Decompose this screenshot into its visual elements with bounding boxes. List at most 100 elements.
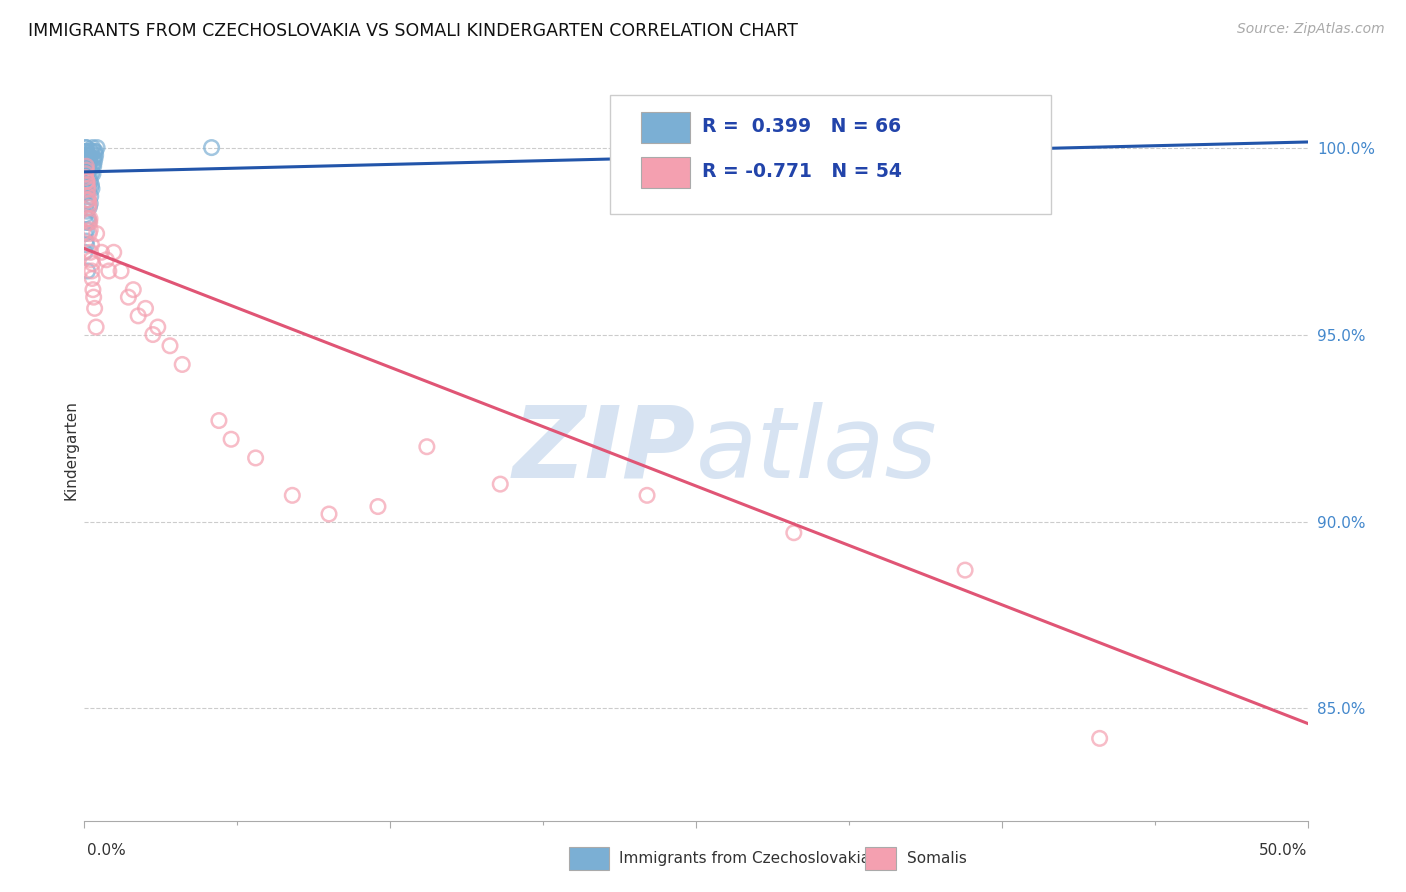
Point xyxy=(135,301,157,316)
Text: ZIP: ZIP xyxy=(513,402,696,499)
Point xyxy=(82,271,104,285)
Point xyxy=(83,159,105,173)
Point xyxy=(75,227,97,241)
Point xyxy=(77,152,100,166)
Point xyxy=(77,182,100,196)
Point xyxy=(76,152,98,166)
Point xyxy=(75,145,97,159)
Point xyxy=(489,477,512,491)
Point xyxy=(76,193,98,207)
Point xyxy=(77,211,100,226)
Point xyxy=(783,525,806,540)
Text: IMMIGRANTS FROM CZECHOSLOVAKIA VS SOMALI KINDERGARTEN CORRELATION CHART: IMMIGRANTS FROM CZECHOSLOVAKIA VS SOMALI… xyxy=(28,22,799,40)
Text: Immigrants from Czechoslovakia: Immigrants from Czechoslovakia xyxy=(619,851,870,865)
Point xyxy=(75,159,97,173)
Point xyxy=(79,215,101,229)
Point xyxy=(83,152,105,166)
Point xyxy=(77,155,100,169)
Point xyxy=(77,189,100,203)
Point xyxy=(76,178,98,192)
Point xyxy=(75,140,97,154)
Point xyxy=(80,189,103,203)
Point xyxy=(110,264,132,278)
Point xyxy=(79,211,101,226)
Point xyxy=(76,174,98,188)
Point xyxy=(79,196,101,211)
Point xyxy=(76,196,98,211)
Point xyxy=(318,507,340,521)
Point xyxy=(76,170,98,185)
Point xyxy=(76,155,98,169)
Text: Somalis: Somalis xyxy=(907,851,967,865)
Point xyxy=(75,208,97,222)
Point xyxy=(76,193,98,207)
Point xyxy=(77,211,100,226)
Point xyxy=(79,145,101,159)
Point xyxy=(75,234,97,248)
FancyBboxPatch shape xyxy=(641,112,690,144)
Point xyxy=(79,245,101,260)
Point xyxy=(82,256,104,270)
Point xyxy=(82,159,104,173)
Point xyxy=(80,182,103,196)
Point xyxy=(77,148,100,162)
Point xyxy=(80,148,103,162)
Point xyxy=(83,155,105,169)
Point xyxy=(76,204,98,219)
Point xyxy=(75,167,97,181)
Point xyxy=(84,148,107,162)
Point xyxy=(76,148,98,162)
Text: Source: ZipAtlas.com: Source: ZipAtlas.com xyxy=(1237,22,1385,37)
Point xyxy=(76,152,98,166)
Point xyxy=(77,170,100,185)
Point xyxy=(79,223,101,237)
Point xyxy=(200,140,222,154)
Text: R = -0.771   N = 54: R = -0.771 N = 54 xyxy=(702,161,903,181)
Point xyxy=(636,488,658,502)
Point xyxy=(281,488,304,502)
Point xyxy=(75,215,97,229)
Point xyxy=(77,159,100,173)
Point xyxy=(146,320,169,334)
Point xyxy=(367,500,389,514)
Point xyxy=(79,163,101,178)
Point xyxy=(79,174,101,188)
Point xyxy=(77,178,100,192)
Point xyxy=(76,174,98,188)
Point xyxy=(75,178,97,192)
Point xyxy=(172,358,194,372)
Text: 50.0%: 50.0% xyxy=(1260,843,1308,858)
Point xyxy=(76,182,98,196)
Point xyxy=(159,339,181,353)
Point xyxy=(77,215,100,229)
Point xyxy=(82,152,104,166)
Point xyxy=(122,283,145,297)
Point xyxy=(77,193,100,207)
Point xyxy=(75,163,97,178)
Point xyxy=(96,252,118,267)
Point xyxy=(77,196,100,211)
Point xyxy=(83,145,105,159)
Point xyxy=(76,148,98,162)
Point xyxy=(219,432,242,446)
Point xyxy=(77,159,100,173)
Point xyxy=(142,327,165,342)
Point xyxy=(84,320,107,334)
Point xyxy=(1088,731,1111,746)
Point xyxy=(75,170,97,185)
Point xyxy=(76,163,98,178)
Point xyxy=(77,148,100,162)
Point xyxy=(76,237,98,252)
Point xyxy=(77,201,100,215)
Point xyxy=(82,283,104,297)
Point xyxy=(75,145,97,159)
Text: R =  0.399   N = 66: R = 0.399 N = 66 xyxy=(702,118,901,136)
Point xyxy=(80,237,103,252)
Point xyxy=(83,301,105,316)
Text: 0.0%: 0.0% xyxy=(87,843,127,858)
Point xyxy=(103,245,125,260)
Point xyxy=(77,201,100,215)
Text: atlas: atlas xyxy=(696,402,938,499)
Point xyxy=(416,440,439,454)
Point xyxy=(953,563,976,577)
